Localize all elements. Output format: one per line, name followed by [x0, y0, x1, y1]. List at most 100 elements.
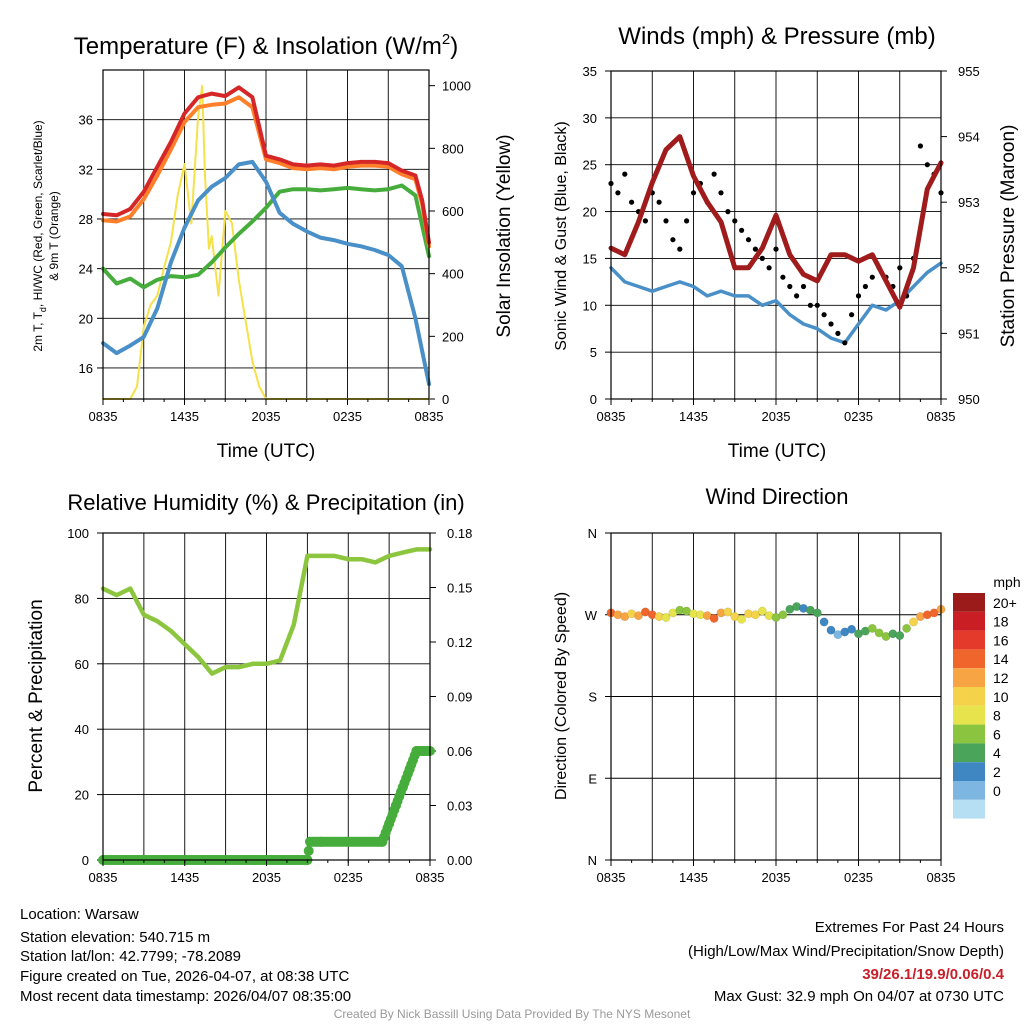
gust-point: [718, 190, 724, 196]
rh-ytick-label: 20: [75, 788, 89, 803]
wdir-xtick-label: 0835: [597, 870, 626, 885]
gust-point: [842, 340, 848, 346]
gust-point: [642, 218, 649, 224]
colorbar-swatch: [953, 705, 985, 725]
wind-xlabel: Time (UTC): [728, 441, 827, 462]
temp-xtick-label: 1435: [170, 409, 199, 424]
precip-ytick-label: 0.00: [447, 853, 472, 868]
colorbar-label: 18: [993, 614, 1009, 630]
wind-xtick-label: 0235: [844, 409, 873, 424]
gust-point: [739, 227, 745, 233]
location-text: Location: Warsaw: [20, 906, 139, 923]
temp-title: Temperature (F) & Insolation (W/m2): [74, 31, 458, 60]
precip-ytick-label: 0.15: [447, 581, 472, 596]
rh-ylabel: Percent & Precipitation: [26, 599, 47, 792]
colorbar-label: 2: [993, 764, 1001, 780]
wdir-xtick-label: 0835: [927, 870, 956, 885]
wind-ytick-label: 20: [583, 205, 597, 220]
gust-point: [917, 143, 924, 149]
wind-xtick-label: 0835: [597, 409, 626, 424]
pressure-ytick-label: 951: [958, 326, 980, 341]
colorbar-swatch: [953, 611, 985, 631]
temp-title-sup: 2: [442, 31, 450, 48]
wind-title: Winds (mph) & Pressure (mb): [618, 23, 935, 50]
sonic-wind-line: [609, 261, 943, 345]
gust-point: [855, 293, 862, 299]
recent-data-text: Most recent data timestamp: 2026/04/07 0…: [20, 988, 352, 1005]
temp-ytick-label: 24: [79, 262, 93, 277]
gust-point: [670, 237, 676, 243]
gust-point: [615, 190, 621, 196]
wind-ylabel: Sonic Wind & Gust (Blue, Black): [553, 121, 570, 350]
precip-point: [303, 845, 314, 856]
wind-xtick-label: 0835: [927, 409, 956, 424]
rh-xtick-label: 0835: [89, 870, 118, 885]
colorbar-swatch: [953, 724, 985, 744]
wind-direction-point: [778, 610, 788, 620]
wind-direction-point: [895, 631, 905, 641]
gust-point: [780, 274, 786, 280]
relative-humidity-line: [100, 547, 433, 676]
colorbar-swatch: [953, 668, 985, 687]
wind-direction-point: [750, 610, 760, 620]
gust-point: [897, 265, 903, 271]
wdir-ytick-label: E: [588, 771, 597, 786]
colorbar-label: 16: [993, 632, 1009, 648]
insolation-ytick-label: 0: [442, 392, 449, 407]
colorbar-swatch: [953, 687, 985, 706]
colorbar-label: 14: [993, 651, 1009, 667]
temp-xtick-label: 0835: [89, 409, 118, 424]
colorbar-swatch: [953, 781, 985, 800]
gust-point: [725, 209, 731, 215]
insolation-ytick-label: 1000: [442, 79, 471, 94]
temp-ytick-label: 36: [79, 113, 93, 128]
pressure-ytick-label: 952: [958, 261, 980, 276]
precip-ytick-label: 0.18: [447, 526, 472, 541]
gust-point: [807, 302, 814, 308]
precip-ytick-label: 0.06: [447, 744, 472, 759]
temp-ytick-label: 20: [79, 311, 93, 326]
wind-direction-point: [634, 611, 643, 621]
wdir-xtick-label: 2035: [762, 870, 791, 885]
precip-ytick-label: 0.03: [447, 799, 472, 814]
wind-ytick-label: 30: [583, 111, 597, 126]
precip-ytick-label: 0.09: [447, 690, 472, 705]
elevation-text: Station elevation: 540.715 m: [20, 929, 211, 946]
temp-ylabel-part: 2m T, T: [31, 311, 45, 351]
gust-point: [622, 171, 628, 177]
rh-title: Relative Humidity (%) & Precipitation (i…: [67, 490, 464, 515]
colorbar-swatch: [953, 762, 985, 781]
temp-series-9m-t: [101, 95, 431, 249]
pressure-ytick-label: 954: [958, 130, 980, 145]
colorbar-swatch: [953, 630, 985, 650]
wind-direction-point: [709, 613, 719, 623]
gust-point: [849, 312, 855, 318]
wind-direction-point: [902, 623, 912, 633]
temp-title-end: ): [450, 33, 458, 60]
station-pressure-line: [608, 134, 944, 310]
temp-xtick-label: 2035: [252, 409, 281, 424]
temp-xlabel: Time (UTC): [217, 441, 316, 462]
wind-direction-point: [812, 608, 822, 618]
gust-point: [690, 190, 697, 196]
rh-xtick-label: 0235: [334, 870, 363, 885]
gust-point: [752, 246, 759, 252]
colorbar-swatch: [953, 743, 985, 763]
gust-point: [794, 293, 800, 299]
wdir-ytick-label: W: [585, 608, 598, 623]
rh-ytick-label: 40: [75, 722, 89, 737]
gust-point: [862, 283, 869, 290]
pressure-ylabel: Station Pressure (Maroon): [998, 125, 1019, 348]
colorbar-label: 8: [993, 708, 1001, 724]
rh-ytick-label: 100: [67, 526, 89, 541]
colorbar-label: 10: [993, 689, 1009, 705]
pressure-ytick-label: 950: [958, 392, 980, 407]
wind-direction-point: [929, 608, 939, 618]
wind-direction-point: [723, 607, 733, 617]
wdir-title: Wind Direction: [705, 484, 848, 509]
gust-point: [663, 218, 669, 224]
wdir-ytick-label: S: [588, 690, 597, 705]
wind-ytick-label: 10: [583, 298, 597, 313]
rh-ytick-label: 60: [75, 657, 89, 672]
